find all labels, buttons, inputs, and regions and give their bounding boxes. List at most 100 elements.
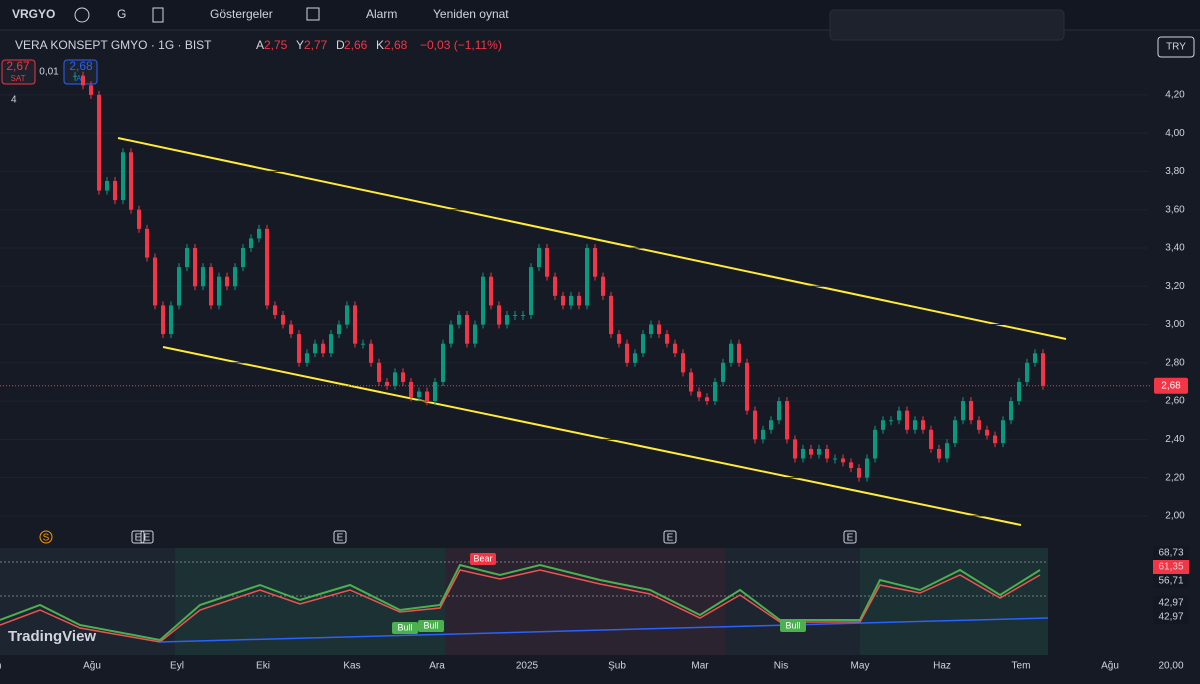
alert[interactable]: Alarm	[366, 7, 397, 21]
logo: TradingView	[8, 628, 96, 645]
candle	[977, 420, 981, 430]
candle	[169, 305, 173, 335]
event-marker	[333, 530, 347, 544]
symbol[interactable]: VRGYO	[12, 7, 55, 21]
candle	[761, 429, 765, 440]
drawing-toolbar[interactable]	[829, 9, 1065, 41]
indicator-value-box	[1153, 574, 1189, 588]
candle	[537, 247, 541, 268]
chart-type[interactable]	[152, 7, 164, 23]
candle	[993, 435, 997, 444]
candle	[545, 247, 549, 277]
last-price-box	[1154, 377, 1188, 394]
candle	[681, 353, 685, 373]
candle	[937, 448, 941, 459]
legend-key: K	[376, 38, 384, 52]
sell-label: SAT	[11, 74, 26, 83]
y-tick-label: 3,40	[1165, 243, 1185, 254]
candle	[225, 276, 229, 287]
candle	[585, 247, 589, 306]
candle	[1041, 353, 1045, 386]
candle	[793, 439, 797, 459]
replay[interactable]: Yeniden oynat	[433, 7, 509, 21]
candle	[145, 228, 149, 258]
indicator-value-box	[1153, 610, 1189, 624]
y-tick-label: 2,40	[1165, 434, 1185, 445]
candle	[417, 391, 421, 398]
candle	[121, 152, 125, 201]
candle	[81, 75, 85, 86]
candle	[217, 276, 221, 306]
candle	[305, 353, 309, 363]
x-tick-label: Tem	[0, 661, 1, 672]
indicator-value: 20,00	[1158, 661, 1183, 672]
candle	[177, 267, 181, 306]
candle	[201, 267, 205, 287]
trendline[interactable]	[162, 346, 1022, 526]
candle	[745, 362, 749, 411]
legend-name: VERA KONSEPT GMYO · 1G · BIST	[15, 38, 212, 52]
x-tick-label: Eyl	[170, 661, 184, 672]
candle	[273, 305, 277, 315]
candle	[313, 343, 317, 354]
candle	[129, 152, 133, 210]
candle	[473, 324, 477, 344]
candle	[809, 448, 813, 455]
candle	[361, 343, 365, 345]
indicators[interactable]: Göstergeler	[210, 7, 273, 21]
candle	[777, 401, 781, 421]
candle	[289, 324, 293, 335]
candle	[945, 443, 949, 459]
event-label: E	[847, 533, 854, 544]
y-tick-label: 3,80	[1165, 166, 1185, 177]
y-tick-label: 4,00	[1165, 128, 1185, 139]
event-label: E	[135, 533, 142, 544]
y-tick-label: 2,80	[1165, 357, 1185, 368]
layers[interactable]: 4	[11, 95, 17, 106]
legend-value: 2,77	[304, 38, 328, 52]
interval[interactable]: G	[117, 7, 126, 21]
candle	[841, 458, 845, 463]
x-tick-label: Ara	[429, 661, 445, 672]
event-label: S	[43, 533, 50, 544]
x-tick-label: Nis	[774, 661, 788, 672]
candle	[113, 180, 117, 201]
candle	[385, 381, 389, 386]
currency-box[interactable]	[1157, 36, 1195, 58]
signal-label: Bull	[397, 622, 412, 632]
candle	[617, 334, 621, 344]
candle	[753, 410, 757, 440]
candle	[721, 362, 725, 382]
currency[interactable]: TRY	[1166, 42, 1186, 53]
last-price: 2,68	[1161, 380, 1181, 391]
sell-box[interactable]	[1, 59, 36, 85]
indicator-value: 56,71	[1158, 576, 1183, 587]
candle	[321, 343, 325, 354]
candle	[737, 343, 741, 363]
buy-box[interactable]	[63, 59, 98, 85]
candle	[521, 314, 525, 316]
candle	[409, 381, 413, 398]
layouts[interactable]	[306, 7, 320, 21]
candle	[281, 314, 285, 325]
candle	[369, 343, 373, 363]
indicator-value: 68,73	[1158, 548, 1183, 559]
candle	[801, 448, 805, 459]
event-label: E	[337, 533, 344, 544]
legend-change: −0,03 (−1,11%)	[420, 38, 502, 52]
candle	[241, 247, 245, 268]
candle	[713, 381, 717, 402]
candle	[705, 397, 709, 402]
add-symbol[interactable]	[74, 7, 90, 23]
sell-price: 2,67	[6, 59, 30, 73]
candle	[489, 276, 493, 306]
indicator-value: 42,97	[1158, 612, 1183, 623]
candle	[137, 209, 141, 229]
legend-key: D	[336, 38, 345, 52]
candle	[817, 448, 821, 455]
candle	[449, 324, 453, 344]
candle	[1025, 362, 1029, 382]
x-tick-label: 2025	[516, 661, 539, 672]
candle	[609, 295, 613, 335]
